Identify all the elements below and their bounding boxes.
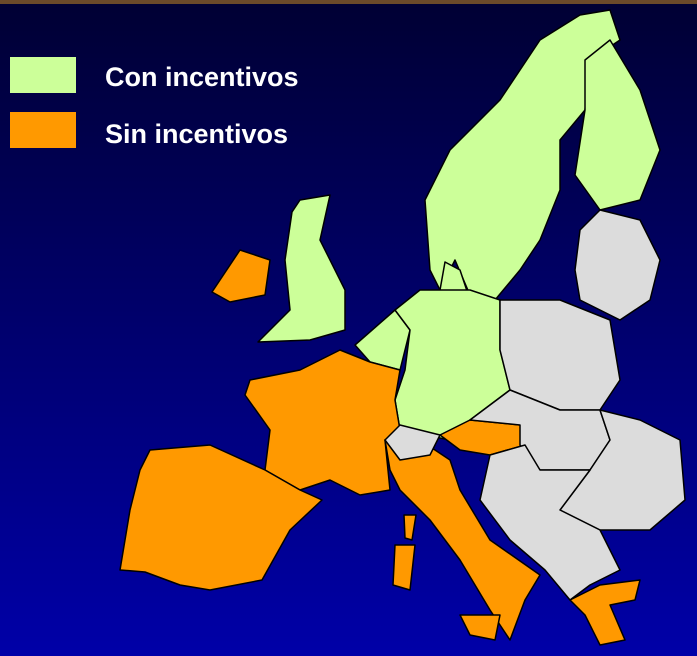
switzerland — [384, 424, 441, 461]
united-kingdom — [257, 194, 346, 343]
romania-ukraine — [559, 409, 686, 531]
benelux — [354, 309, 411, 371]
corsica — [403, 514, 417, 541]
legend-label: Con incentivos — [105, 62, 299, 92]
sicily — [459, 614, 501, 641]
finland — [574, 39, 661, 211]
legend-label: Sin incentivos — [105, 119, 288, 149]
iberia — [119, 444, 323, 591]
france — [244, 349, 401, 496]
legend-swatch — [10, 57, 76, 93]
legend: Con incentivos Sin incentivos — [10, 57, 299, 149]
balkans — [479, 444, 621, 601]
top-bar — [0, 0, 697, 4]
greece — [569, 579, 641, 646]
ireland — [211, 249, 271, 303]
italy — [384, 439, 541, 641]
sardinia — [392, 544, 416, 591]
baltics — [574, 209, 661, 321]
countries — [119, 9, 686, 646]
legend-swatch — [10, 112, 76, 148]
